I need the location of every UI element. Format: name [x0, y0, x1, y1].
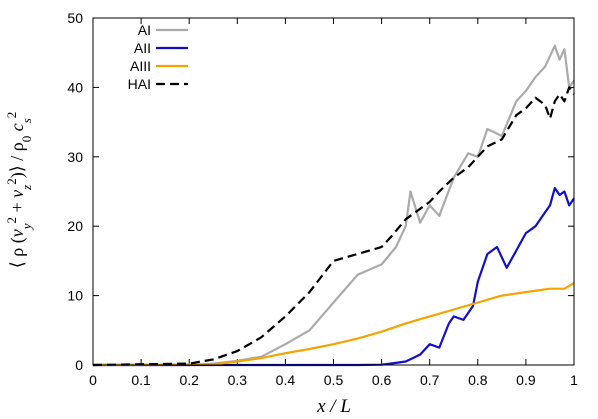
x-tick-label: 0.2	[179, 372, 199, 388]
legend-label-ai: AI	[138, 22, 151, 38]
series-line-aiii	[92, 282, 575, 367]
series-group	[92, 44, 575, 367]
y-tick-label: 30	[67, 149, 83, 165]
y-label-sup-2: 2	[4, 178, 19, 185]
series-line-hai	[92, 86, 575, 367]
y-label-v1: v	[7, 229, 27, 237]
x-tick-label: 0.7	[420, 372, 440, 388]
y-label-sub-s: s	[19, 118, 34, 123]
x-axis-label: x / L	[316, 396, 351, 417]
y-label-close: )⟩ / ρ	[7, 142, 28, 178]
legend: AI AII AIII HAI	[128, 22, 188, 92]
series-line-ai	[93, 44, 575, 367]
y-tick-label: 10	[67, 288, 83, 304]
x-tick-label: 0.1	[131, 372, 151, 388]
series-line-aii	[93, 186, 575, 367]
y-axis-label: ⟨ ρ (vy2 + vz2)⟩ / ρ0 cs2	[4, 112, 34, 269]
y-label-sup-3: 2	[4, 112, 19, 119]
legend-label-aiii: AIII	[130, 58, 151, 74]
y-tick-label: 0	[75, 357, 83, 373]
y-label-sub-z: z	[19, 185, 34, 191]
y-label-sub-0: 0	[19, 136, 34, 143]
y-label-v2: v	[7, 190, 27, 198]
legend-label-hai: HAI	[128, 76, 151, 92]
y-label-sup-1: 2	[4, 217, 19, 224]
x-tick-label: 0.3	[228, 372, 248, 388]
y-label-sub-y: y	[19, 223, 34, 231]
y-tick-label: 40	[67, 79, 83, 95]
x-tick-label: 0.5	[324, 372, 344, 388]
plot-frame	[92, 17, 575, 366]
x-tick-label: 0.9	[516, 372, 536, 388]
y-label-open: ⟨ ρ (	[7, 237, 28, 268]
x-tick-label: 0.6	[372, 372, 392, 388]
x-tick-label: 0.8	[468, 372, 488, 388]
y-tick-label: 50	[67, 10, 83, 26]
x-tick-label: 1	[570, 372, 578, 388]
x-tick-group: 0 0.1 0.2 0.3 0.4 0.5 0.6 0.7 0.8 0.9 1	[89, 18, 578, 388]
x-tick-label: 0	[89, 372, 97, 388]
legend-label-aii: AII	[134, 40, 151, 56]
y-tick-label: 20	[67, 218, 83, 234]
y-label-plus: +	[7, 198, 27, 217]
x-tick-label: 0.4	[276, 372, 296, 388]
y-label-c: c	[7, 123, 27, 136]
